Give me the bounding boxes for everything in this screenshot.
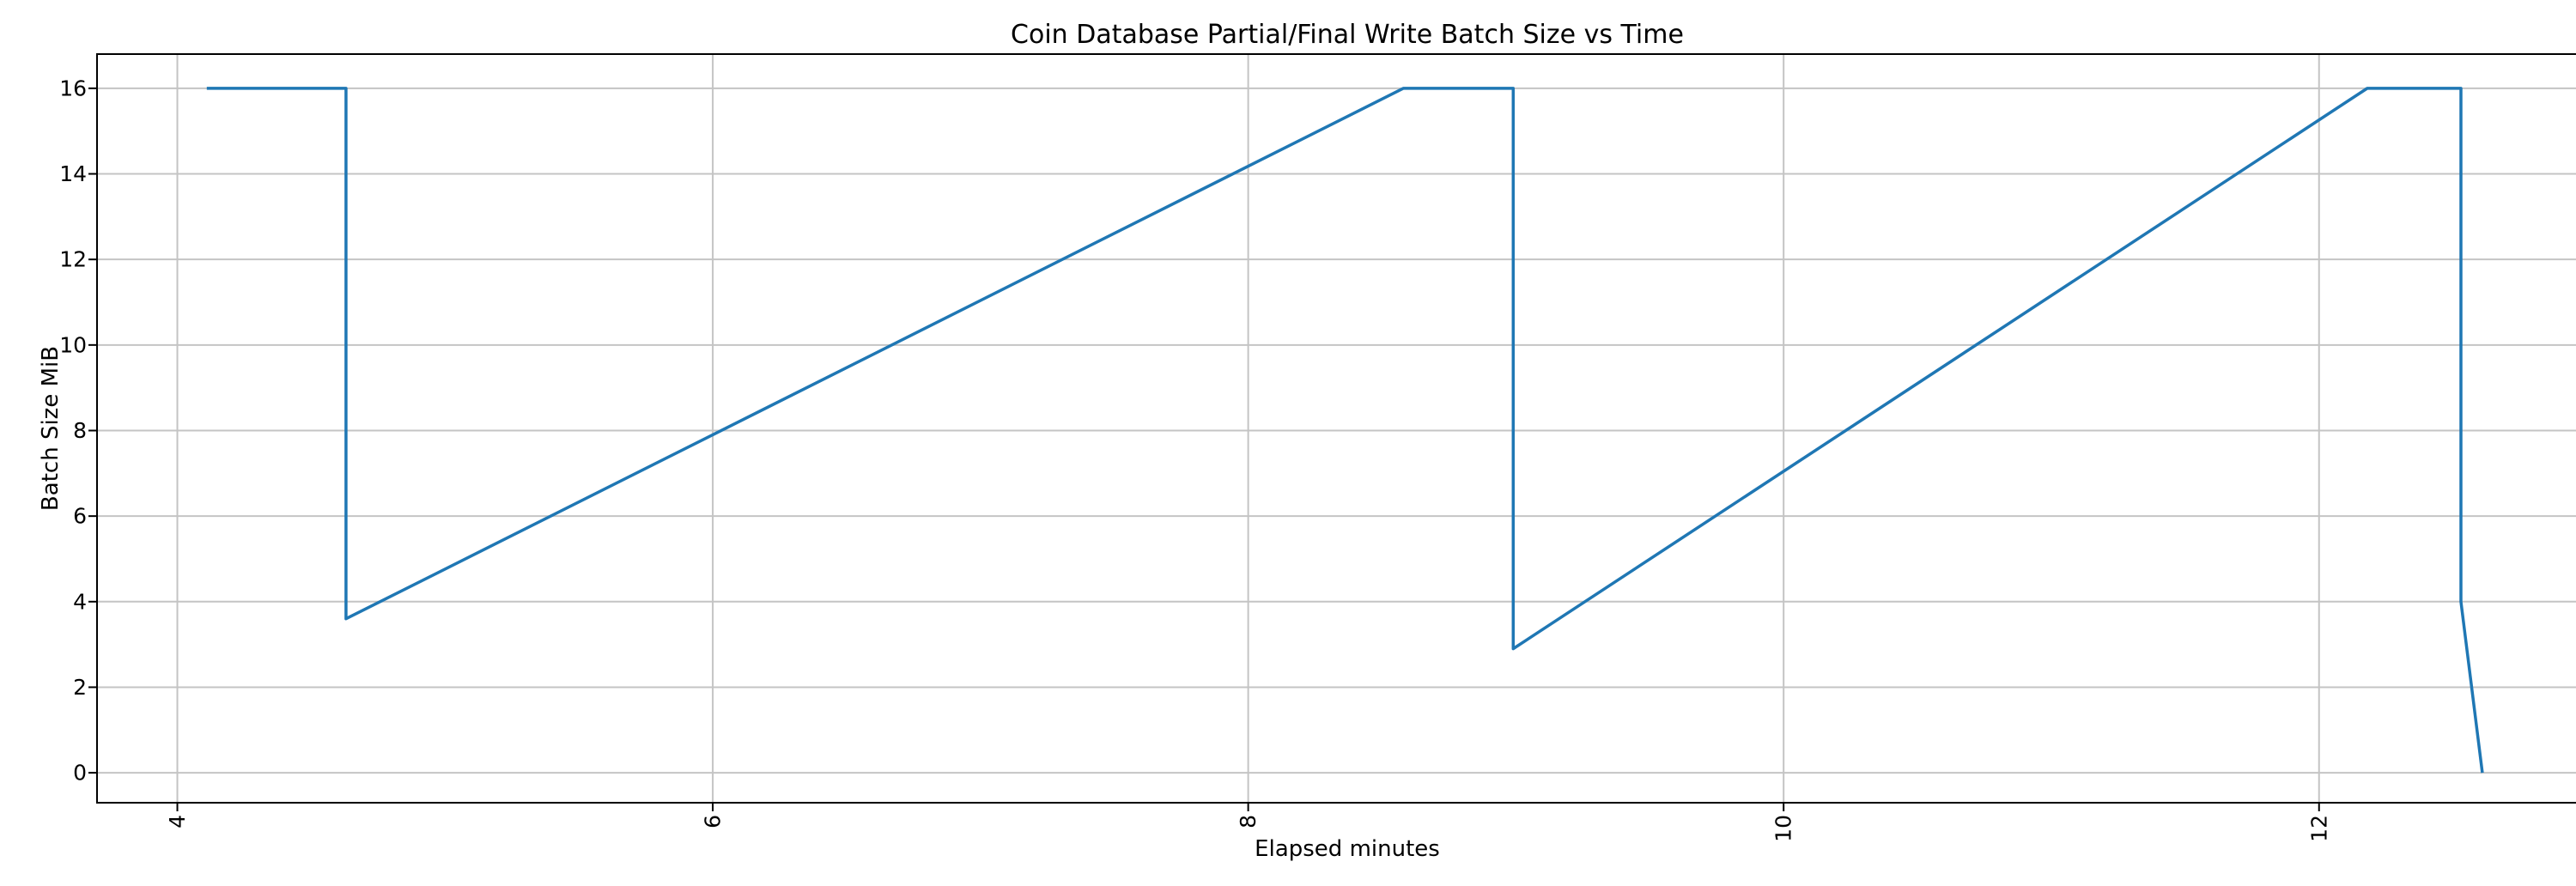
chart-figure: 4 6 8 10 12 0 2 4 6 8 10 12 14 16 Coin Database Part… xyxy=(34,14,2576,872)
y-tick-label: 2 xyxy=(73,675,87,700)
axis-ticks xyxy=(88,87,2320,811)
chart-svg: 4 6 8 10 12 0 2 4 6 8 10 12 14 16 Coin Database Part… xyxy=(38,20,2576,862)
x-tick-label: 6 xyxy=(701,815,726,828)
x-tick-label: 12 xyxy=(2306,815,2331,842)
plot-border xyxy=(96,53,2576,804)
y-tick-label: 10 xyxy=(59,332,87,357)
chart-title: Coin Database Partial/Final Write Batch … xyxy=(1011,20,1684,50)
y-tick-label: 4 xyxy=(73,589,87,614)
x-axis-label: Elapsed minutes xyxy=(1255,836,1440,862)
y-tick-label: 0 xyxy=(73,761,87,786)
y-axis-label: Batch Size MiB xyxy=(38,346,64,511)
x-tick-label: 4 xyxy=(165,815,190,828)
y-tick-label: 6 xyxy=(73,504,87,529)
y-tick-label: 16 xyxy=(59,76,87,100)
gridlines xyxy=(97,54,2576,803)
y-tick-label: 14 xyxy=(59,161,87,186)
y-tick-label: 12 xyxy=(59,247,87,272)
data-line-batch-size xyxy=(206,87,2484,774)
y-tick-label: 8 xyxy=(73,418,87,443)
x-tick-labels: 4 6 8 10 12 xyxy=(165,815,2331,842)
y-tick-labels: 0 2 4 6 8 10 12 14 16 xyxy=(59,76,87,785)
x-tick-label: 8 xyxy=(1236,815,1261,828)
x-tick-label: 10 xyxy=(1771,815,1796,842)
